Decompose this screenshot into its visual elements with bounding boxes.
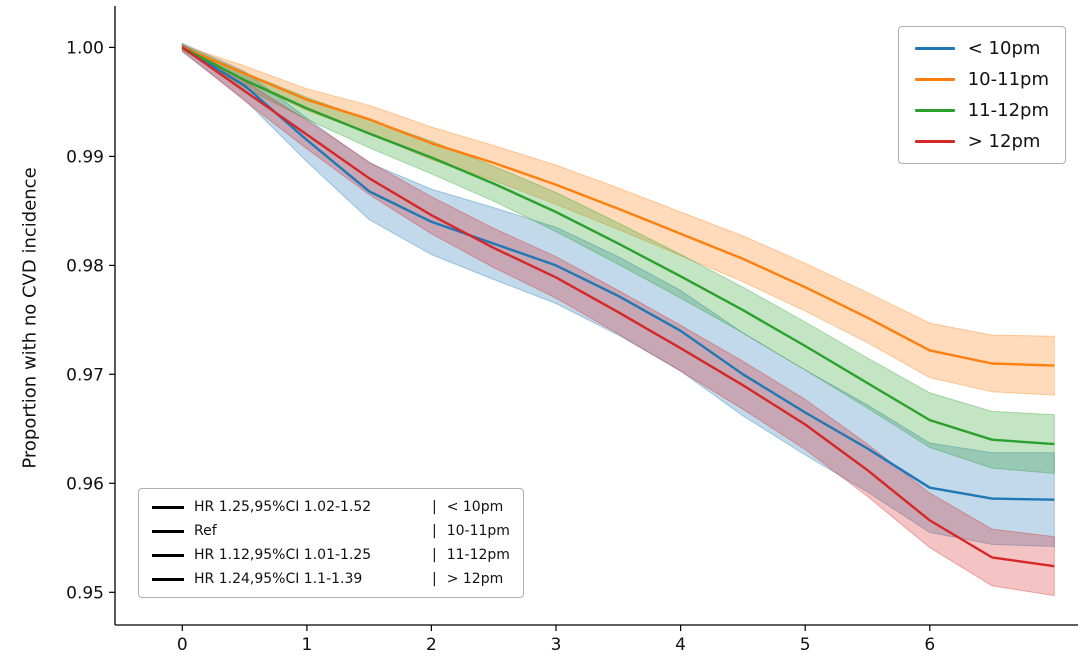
hr-separator: |	[432, 571, 437, 587]
hr-line-swatch	[152, 505, 184, 509]
hr-value: Ref	[194, 523, 217, 539]
y-axis-label: Proportion with no CVD incidence	[19, 167, 41, 469]
hr-separator: |	[432, 547, 437, 563]
legend-line-swatch	[914, 78, 955, 81]
hr-group-label: 11-12pm	[446, 547, 510, 563]
y-tick-label: 0.99	[66, 147, 104, 167]
series-line	[181, 46, 1055, 446]
hr-legend-item: HR 1.12,95%CI 1.01-1.25 | 11-12pm	[152, 547, 510, 563]
y-tick-label: 0.98	[66, 256, 104, 276]
series-legend: < 10pm 10-11pm 11-12pm > 12pm	[897, 26, 1066, 164]
x-tick-label: 4	[675, 635, 686, 655]
x-tick-label: 6	[924, 635, 935, 655]
legend-item: > 12pm	[914, 131, 1049, 152]
hr-legend: HR 1.25,95%CI 1.02-1.52 | < 10pm Ref | 10-11p…	[138, 488, 524, 598]
ci-band	[181, 44, 1055, 396]
legend-label: > 12pm	[967, 131, 1041, 152]
hr-group-label: 10-11pm	[446, 523, 510, 539]
ci-band	[181, 44, 1055, 475]
hr-line-swatch	[152, 553, 184, 557]
hr-line-swatch	[152, 577, 184, 581]
legend-item: < 10pm	[914, 38, 1049, 59]
hr-value: HR 1.12,95%CI 1.01-1.25	[194, 547, 372, 563]
x-tick-label: 3	[551, 635, 562, 655]
legend-label: 11-12pm	[967, 100, 1049, 121]
legend-line-swatch	[914, 140, 955, 143]
legend-line-swatch	[914, 109, 955, 112]
hr-separator: |	[432, 523, 437, 539]
hr-separator: |	[432, 499, 437, 515]
hr-value: HR 1.25,95%CI 1.02-1.52	[194, 499, 372, 515]
y-tick-label: 0.97	[66, 365, 104, 385]
y-tick-label: 0.95	[66, 583, 104, 603]
legend-line-swatch	[914, 47, 955, 50]
y-tick-label: 0.96	[66, 474, 104, 494]
x-tick-label: 1	[301, 635, 312, 655]
legend-label: 10-11pm	[967, 69, 1049, 90]
legend-item: 10-11pm	[914, 69, 1049, 90]
hr-legend-item: HR 1.24,95%CI 1.1-1.39 | > 12pm	[152, 571, 510, 587]
hr-legend-item: Ref | 10-11pm	[152, 523, 510, 539]
y-tick-label: 1.00	[66, 38, 104, 58]
x-tick-label: 5	[800, 635, 811, 655]
hr-group-label: > 12pm	[446, 571, 504, 587]
hr-group-label: < 10pm	[446, 499, 504, 515]
hr-legend-item: HR 1.25,95%CI 1.02-1.52 | < 10pm	[152, 499, 510, 515]
legend-item: 11-12pm	[914, 100, 1049, 121]
hr-line-swatch	[152, 529, 184, 533]
series-line	[181, 46, 1055, 568]
ci-band	[181, 43, 1055, 597]
x-tick-label: 2	[426, 635, 437, 655]
series-line	[181, 46, 1055, 367]
legend-label: < 10pm	[967, 38, 1041, 59]
x-tick-label: 0	[177, 635, 188, 655]
hr-value: HR 1.24,95%CI 1.1-1.39	[194, 571, 363, 587]
series-line	[181, 46, 1055, 501]
